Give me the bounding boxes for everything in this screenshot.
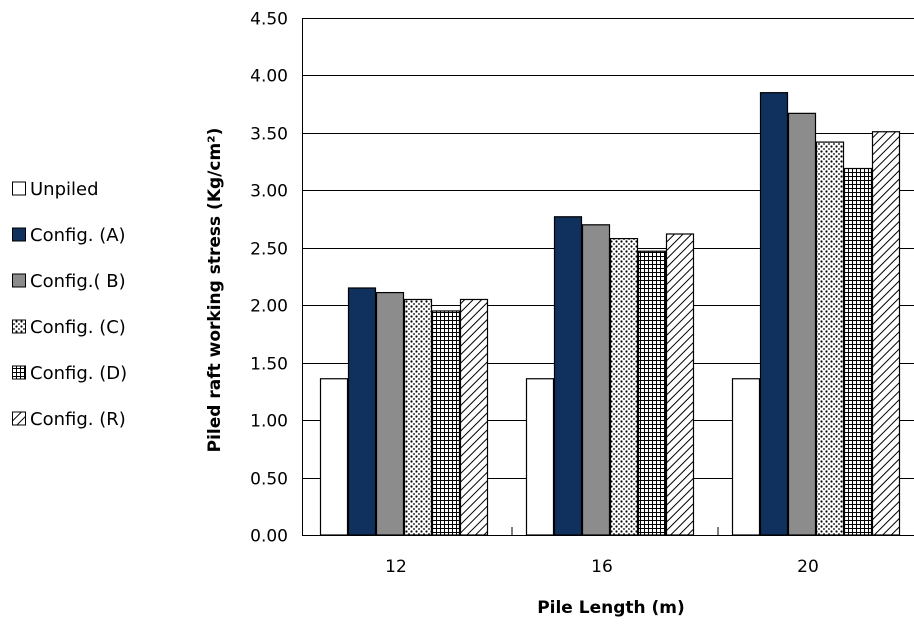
bar [375,291,405,536]
bar [665,233,695,536]
bar [787,112,817,536]
legend-swatch [12,411,26,426]
y-tick-label: 3.50 [250,125,288,145]
bar [431,310,461,536]
bar [525,378,555,536]
bar [581,224,611,536]
legend-label: Config. (A) [30,225,126,246]
legend-swatch [12,365,26,380]
x-tick-labels: 12 16 20 [385,557,819,577]
bar [637,250,667,536]
legend-swatch [12,273,26,288]
y-tick-label: 2.50 [250,240,288,260]
bar [459,298,489,536]
y-tick-label: 0.00 [250,527,288,547]
legend-label: Config.( B) [30,271,126,292]
bar [609,237,639,536]
bar [347,287,377,536]
bar [871,131,901,536]
y-tick-labels: 0.00 0.50 1.00 1.50 2.00 2.50 3.00 3.50 4.00 4.50 [250,10,288,547]
x-tick-label: 16 [591,557,613,577]
bars [319,92,901,536]
y-tick-label: 0.50 [250,470,288,490]
bar [319,378,349,536]
x-tick-label: 12 [385,557,407,577]
legend-label: Config. (D) [30,363,127,384]
bar [759,92,789,536]
legend-label: Unpiled [30,179,99,200]
x-tick-label: 20 [797,557,819,577]
bar [403,298,433,536]
y-tick-label: 4.50 [250,10,288,30]
y-tick-label: 1.00 [250,412,288,432]
y-tick-label: 1.50 [250,355,288,375]
legend-label: Config. (R) [30,409,126,430]
legend-swatch [12,181,26,196]
bar [815,141,845,536]
y-tick-label: 3.00 [250,182,288,202]
legend-swatch [12,319,26,334]
bar [553,216,583,536]
bar [843,167,873,536]
legend-label: Config. (C) [30,317,126,338]
x-axis-title: Pile Length (m) [537,598,685,618]
y-tick-label: 2.00 [250,297,288,317]
legend-swatch [12,227,26,242]
axes [302,18,914,536]
y-axis-title: Piled raft working stress (Kg/cm²) [205,128,225,453]
y-tick-label: 4.00 [250,67,288,87]
bar [731,378,761,536]
legend: Unpiled Config. (A) Config.( B) Config. (C)… [12,179,127,430]
